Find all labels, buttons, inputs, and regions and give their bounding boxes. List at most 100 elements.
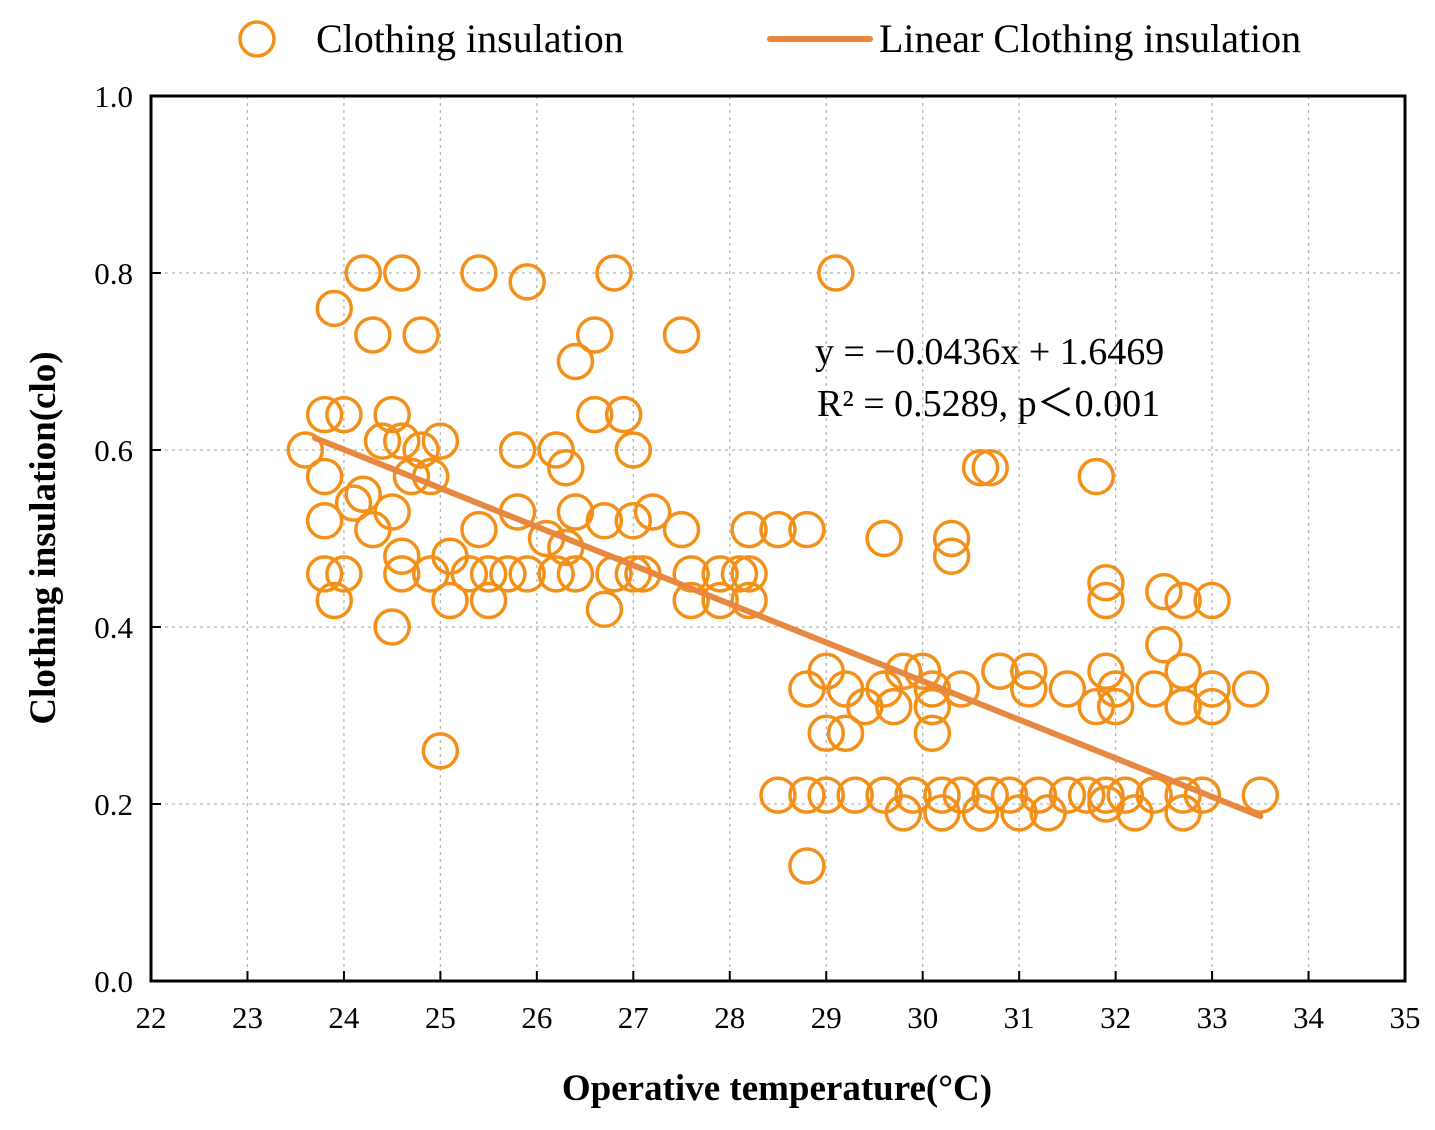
data-point [1193,687,1231,726]
y-tick-label: 0.0 [94,964,133,999]
data-point [990,776,1029,814]
data-point [961,794,1000,832]
data-point [508,263,546,301]
data-point [575,395,614,434]
data-point [286,431,325,469]
x-tick-label: 32 [1100,1000,1131,1035]
data-point [460,510,498,549]
data-point [469,581,508,620]
data-point [846,687,884,726]
data-point [807,776,845,814]
y-tick-label: 0.2 [94,787,133,822]
data-point [1193,581,1231,620]
data-point [672,581,710,620]
data-point [1087,581,1125,620]
data-point [1029,794,1067,832]
data-point [508,555,546,593]
data-point [971,448,1009,487]
data-point [1241,776,1280,814]
data-point [1000,794,1038,832]
data-point [315,289,354,328]
data-point [1010,652,1048,690]
data-point [614,502,653,540]
data-point [913,714,952,752]
data-point [788,670,826,708]
data-point [469,555,508,593]
data-point [836,776,874,814]
data-point [325,395,363,434]
data-point [537,431,575,469]
data-point [884,794,923,832]
data-point [547,448,585,487]
data-point [1087,652,1125,690]
data-point [614,431,653,469]
data-point [373,493,411,531]
legend-label-line: Linear Clothing insulation [879,16,1301,61]
data-point [1193,670,1231,708]
data-point [730,555,768,593]
data-point [961,448,1000,487]
data-point [788,510,826,549]
data-point [662,510,701,549]
y-tick-labels: 0.0 0.2 0.4 0.6 0.8 1.0 [94,79,133,999]
x-tick-label: 22 [136,1000,167,1035]
data-point [633,493,672,531]
data-point [305,457,344,496]
data-point [344,475,382,513]
data-point [1077,457,1116,496]
data-point [1106,776,1145,814]
data-point [421,732,460,770]
data-point [344,254,382,292]
data-point [392,457,431,496]
data-point [817,254,855,292]
data-point [1010,670,1048,708]
data-point [383,254,421,292]
data-point [730,581,768,620]
grid-lines [151,96,1405,981]
data-point [383,537,421,575]
data-point [595,254,633,292]
data-point [1164,794,1202,832]
data-point [1164,687,1202,726]
data-point [932,537,971,575]
data-point [1135,670,1173,708]
x-tick-label: 29 [811,1000,842,1035]
data-point [315,581,354,620]
data-point [421,422,460,460]
data-point [971,776,1009,814]
axis-ticks [150,95,1406,982]
data-point [431,537,469,575]
data-point [556,342,595,381]
legend-label-scatter: Clothing insulation [316,16,624,61]
x-axis-title: Operative temperature(°C) [562,1068,992,1109]
x-tick-label: 31 [1004,1000,1035,1035]
data-point [1067,776,1106,814]
x-tick-label: 24 [328,1000,360,1035]
data-point [1116,794,1154,832]
y-tick-label: 0.4 [94,610,133,645]
data-point [537,555,575,593]
data-point [411,555,450,593]
data-point [373,608,411,646]
data-point [383,422,421,460]
y-tick-label: 0.6 [94,433,133,468]
data-point [1077,687,1116,726]
data-point [701,581,739,620]
data-point [604,395,643,434]
data-point [373,395,411,434]
legend-marker-circle-icon [238,20,276,58]
data-point [826,714,865,752]
data-point [788,847,826,885]
x-tick-label: 30 [907,1000,938,1035]
regression-line [311,434,1264,820]
data-point [1048,670,1087,708]
data-point [305,395,344,434]
x-tick-label: 28 [714,1000,745,1035]
data-point [1087,564,1125,602]
data-point [932,519,971,558]
data-point [585,502,624,540]
x-tick-label: 35 [1390,1000,1421,1035]
data-point [913,687,952,726]
x-tick-label: 25 [425,1000,456,1035]
